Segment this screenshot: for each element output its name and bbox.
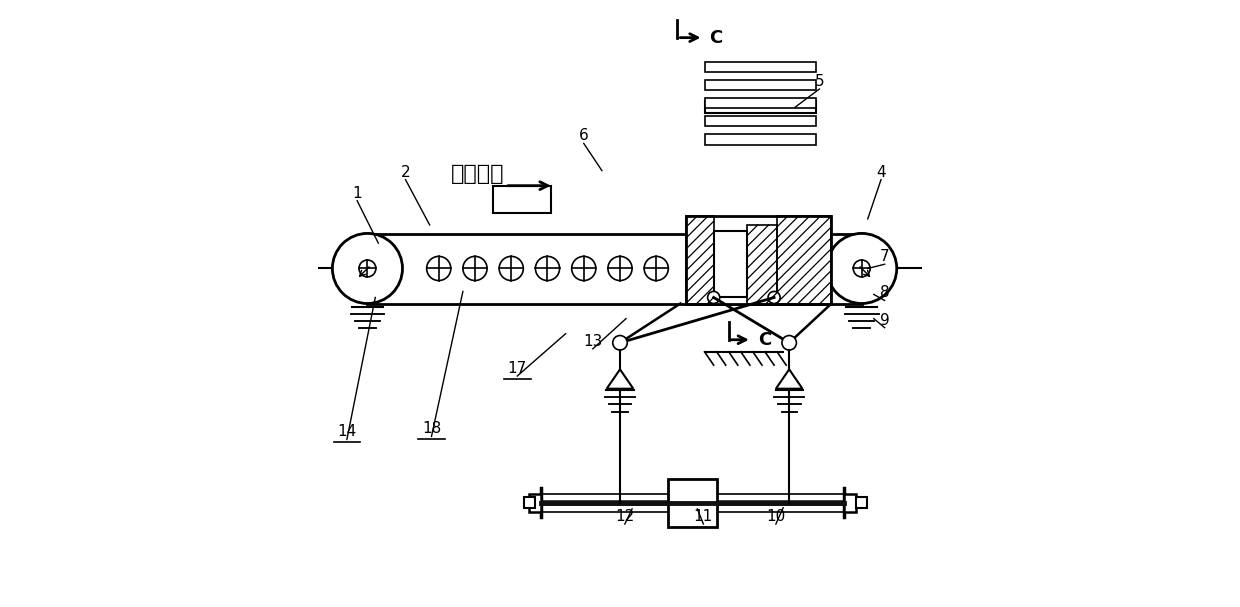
- Bar: [856, 498, 867, 508]
- Text: 7: 7: [880, 249, 889, 264]
- Circle shape: [358, 260, 376, 277]
- Bar: [843, 494, 856, 512]
- Bar: [687, 216, 832, 304]
- Bar: [529, 494, 542, 512]
- Text: 1: 1: [352, 186, 362, 201]
- Circle shape: [332, 234, 403, 304]
- Text: C: C: [758, 331, 771, 349]
- Circle shape: [782, 336, 796, 350]
- Bar: [525, 498, 534, 508]
- Text: 11: 11: [693, 509, 713, 524]
- Text: 10: 10: [766, 509, 785, 524]
- Text: 12: 12: [615, 509, 635, 524]
- Bar: [494, 186, 551, 213]
- Text: 17: 17: [507, 361, 527, 376]
- Circle shape: [644, 256, 668, 280]
- Circle shape: [827, 234, 897, 304]
- Bar: [704, 62, 816, 72]
- Circle shape: [427, 256, 451, 280]
- Bar: [704, 134, 816, 144]
- Circle shape: [613, 336, 627, 350]
- Circle shape: [500, 256, 523, 280]
- Circle shape: [463, 256, 487, 280]
- Bar: [668, 479, 717, 527]
- Circle shape: [768, 291, 780, 304]
- Text: 4: 4: [877, 164, 885, 180]
- Bar: [704, 80, 816, 90]
- Bar: [714, 231, 746, 297]
- Text: C: C: [709, 29, 723, 47]
- Bar: [704, 116, 816, 126]
- Text: 9: 9: [879, 313, 889, 328]
- Text: 13: 13: [583, 334, 603, 349]
- Text: 6: 6: [579, 129, 589, 143]
- Text: 18: 18: [422, 421, 441, 436]
- Bar: [704, 101, 816, 113]
- Bar: [687, 216, 714, 304]
- Bar: [777, 216, 832, 304]
- Text: 2: 2: [401, 164, 410, 180]
- Text: 传输方向: 传输方向: [451, 164, 505, 183]
- Text: 14: 14: [337, 424, 357, 439]
- Circle shape: [708, 291, 719, 304]
- Circle shape: [536, 256, 559, 280]
- Text: 8: 8: [880, 285, 889, 300]
- Bar: [746, 225, 777, 304]
- Text: 5: 5: [815, 74, 825, 89]
- Circle shape: [572, 256, 596, 280]
- Circle shape: [853, 260, 870, 277]
- Bar: [704, 98, 816, 108]
- Circle shape: [608, 256, 632, 280]
